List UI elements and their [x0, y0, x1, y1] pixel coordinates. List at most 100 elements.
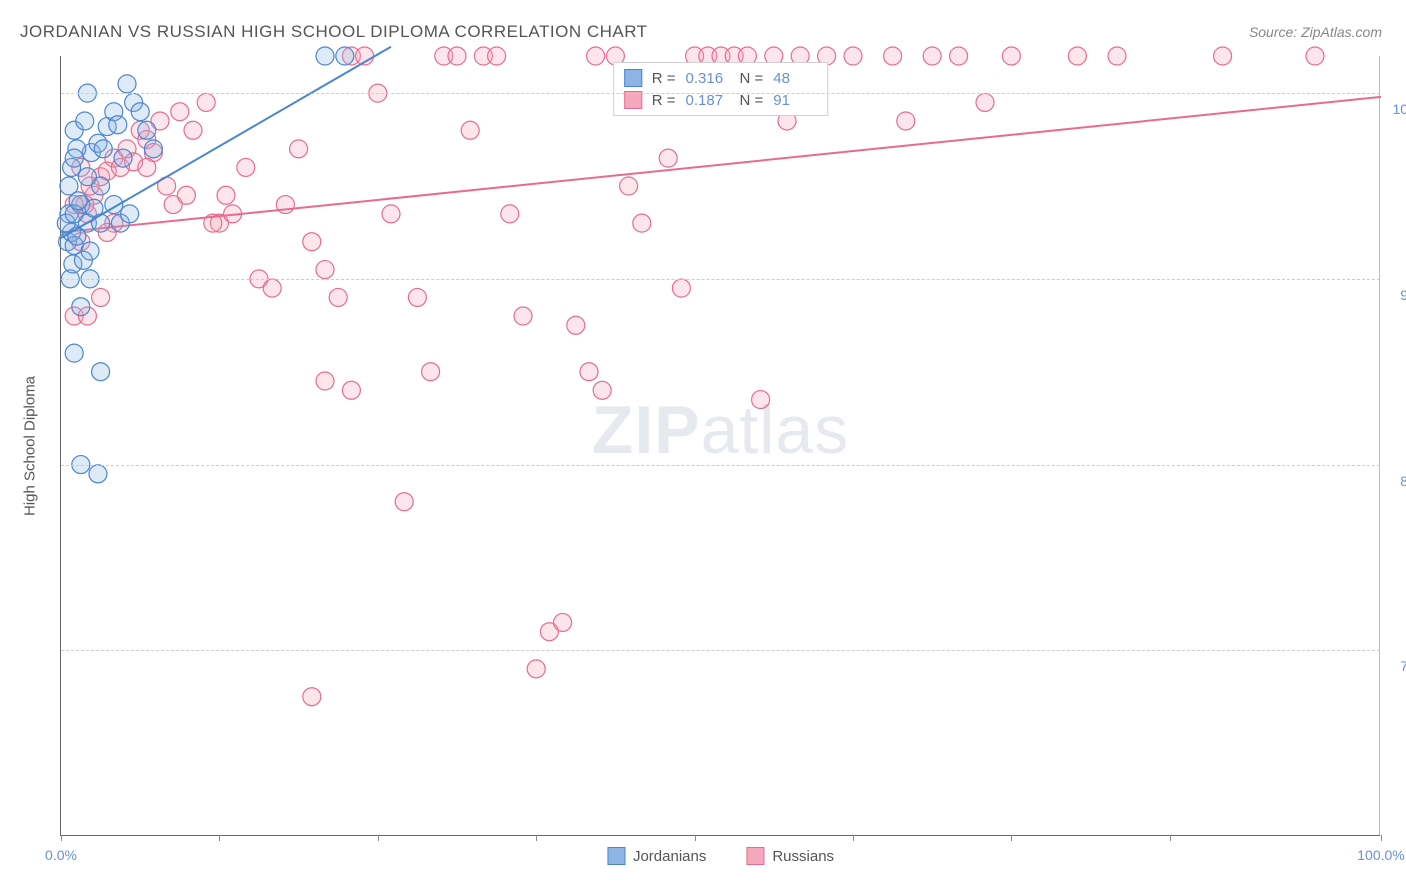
x-tick [695, 835, 696, 841]
x-tick [1011, 835, 1012, 841]
y-tick-label: 100.0% [1386, 101, 1406, 117]
data-point [422, 363, 440, 381]
x-tick-label-left: 0.0% [45, 847, 77, 863]
data-point [316, 47, 334, 65]
chart-plot-area: ZIPatlas R = 0.316 N = 48 R = 0.187 N = … [60, 56, 1380, 836]
x-tick-label-right: 100.0% [1357, 847, 1404, 863]
data-point [844, 47, 862, 65]
data-point [138, 158, 156, 176]
data-point [923, 47, 941, 65]
gridline-h [61, 650, 1380, 651]
y-axis-label: High School Diploma [22, 376, 39, 516]
data-point [69, 192, 87, 210]
data-point [950, 47, 968, 65]
legend-swatch-russians [746, 847, 764, 865]
data-point [171, 103, 189, 121]
data-point [1214, 47, 1232, 65]
source-label: Source: ZipAtlas.com [1249, 24, 1382, 40]
data-point [121, 205, 139, 223]
series-legend: Jordanians Russians [607, 847, 834, 865]
legend-swatch-jordanians [607, 847, 625, 865]
data-point [342, 381, 360, 399]
data-point [92, 288, 110, 306]
data-point [501, 205, 519, 223]
data-point [976, 93, 994, 111]
data-point [263, 279, 281, 297]
data-point [554, 613, 572, 631]
data-point [184, 121, 202, 139]
data-point [382, 205, 400, 223]
chart-title: JORDANIAN VS RUSSIAN HIGH SCHOOL DIPLOMA… [20, 22, 648, 42]
data-point [1306, 47, 1324, 65]
data-point [290, 140, 308, 158]
gridline-h [61, 93, 1380, 94]
data-point [118, 75, 136, 93]
data-point [1002, 47, 1020, 65]
data-point [94, 140, 112, 158]
data-point [237, 158, 255, 176]
stats-row-jordanians: R = 0.316 N = 48 [624, 67, 818, 89]
data-point [897, 112, 915, 130]
data-point [217, 186, 235, 204]
data-point [448, 47, 466, 65]
data-point [329, 288, 347, 306]
x-tick [378, 835, 379, 841]
data-point [81, 242, 99, 260]
data-point [316, 261, 334, 279]
data-point [92, 363, 110, 381]
legend-item-russians: Russians [746, 847, 834, 865]
data-point [659, 149, 677, 167]
gridline-h [61, 465, 1380, 466]
data-point [488, 47, 506, 65]
legend-label: Russians [772, 848, 834, 865]
data-point [114, 149, 132, 167]
y-tick-label: 80.0% [1386, 473, 1406, 489]
data-point [65, 344, 83, 362]
data-point [92, 177, 110, 195]
legend-item-jordanians: Jordanians [607, 847, 706, 865]
data-point [303, 233, 321, 251]
data-point [144, 140, 162, 158]
stat-label: R = [652, 70, 676, 87]
data-point [514, 307, 532, 325]
data-point [138, 121, 156, 139]
data-point [72, 298, 90, 316]
data-point [567, 316, 585, 334]
data-point [197, 93, 215, 111]
data-point [109, 116, 127, 134]
x-tick [61, 835, 62, 841]
trend-line [61, 97, 1381, 233]
data-point [461, 121, 479, 139]
data-point [92, 214, 110, 232]
x-tick [219, 835, 220, 841]
data-point [884, 47, 902, 65]
gridline-h [61, 279, 1380, 280]
data-point [336, 47, 354, 65]
swatch-jordanians [624, 69, 642, 87]
data-point [1108, 47, 1126, 65]
data-point [177, 186, 195, 204]
data-point [131, 103, 149, 121]
y-tick-label: 70.0% [1386, 658, 1406, 674]
y-tick-label: 90.0% [1386, 287, 1406, 303]
data-point [76, 112, 94, 130]
data-point [593, 381, 611, 399]
data-point [408, 288, 426, 306]
x-tick [853, 835, 854, 841]
data-point [65, 149, 83, 167]
data-point [316, 372, 334, 390]
data-point [672, 279, 690, 297]
data-point [620, 177, 638, 195]
data-point [1068, 47, 1086, 65]
stats-legend: R = 0.316 N = 48 R = 0.187 N = 91 [613, 62, 829, 116]
chart-svg [61, 56, 1380, 835]
x-tick [1381, 835, 1382, 841]
data-point [633, 214, 651, 232]
stat-label: N = [740, 70, 764, 87]
data-point [89, 465, 107, 483]
data-point [303, 688, 321, 706]
data-point [580, 363, 598, 381]
data-point [752, 391, 770, 409]
x-tick [536, 835, 537, 841]
x-tick [1170, 835, 1171, 841]
